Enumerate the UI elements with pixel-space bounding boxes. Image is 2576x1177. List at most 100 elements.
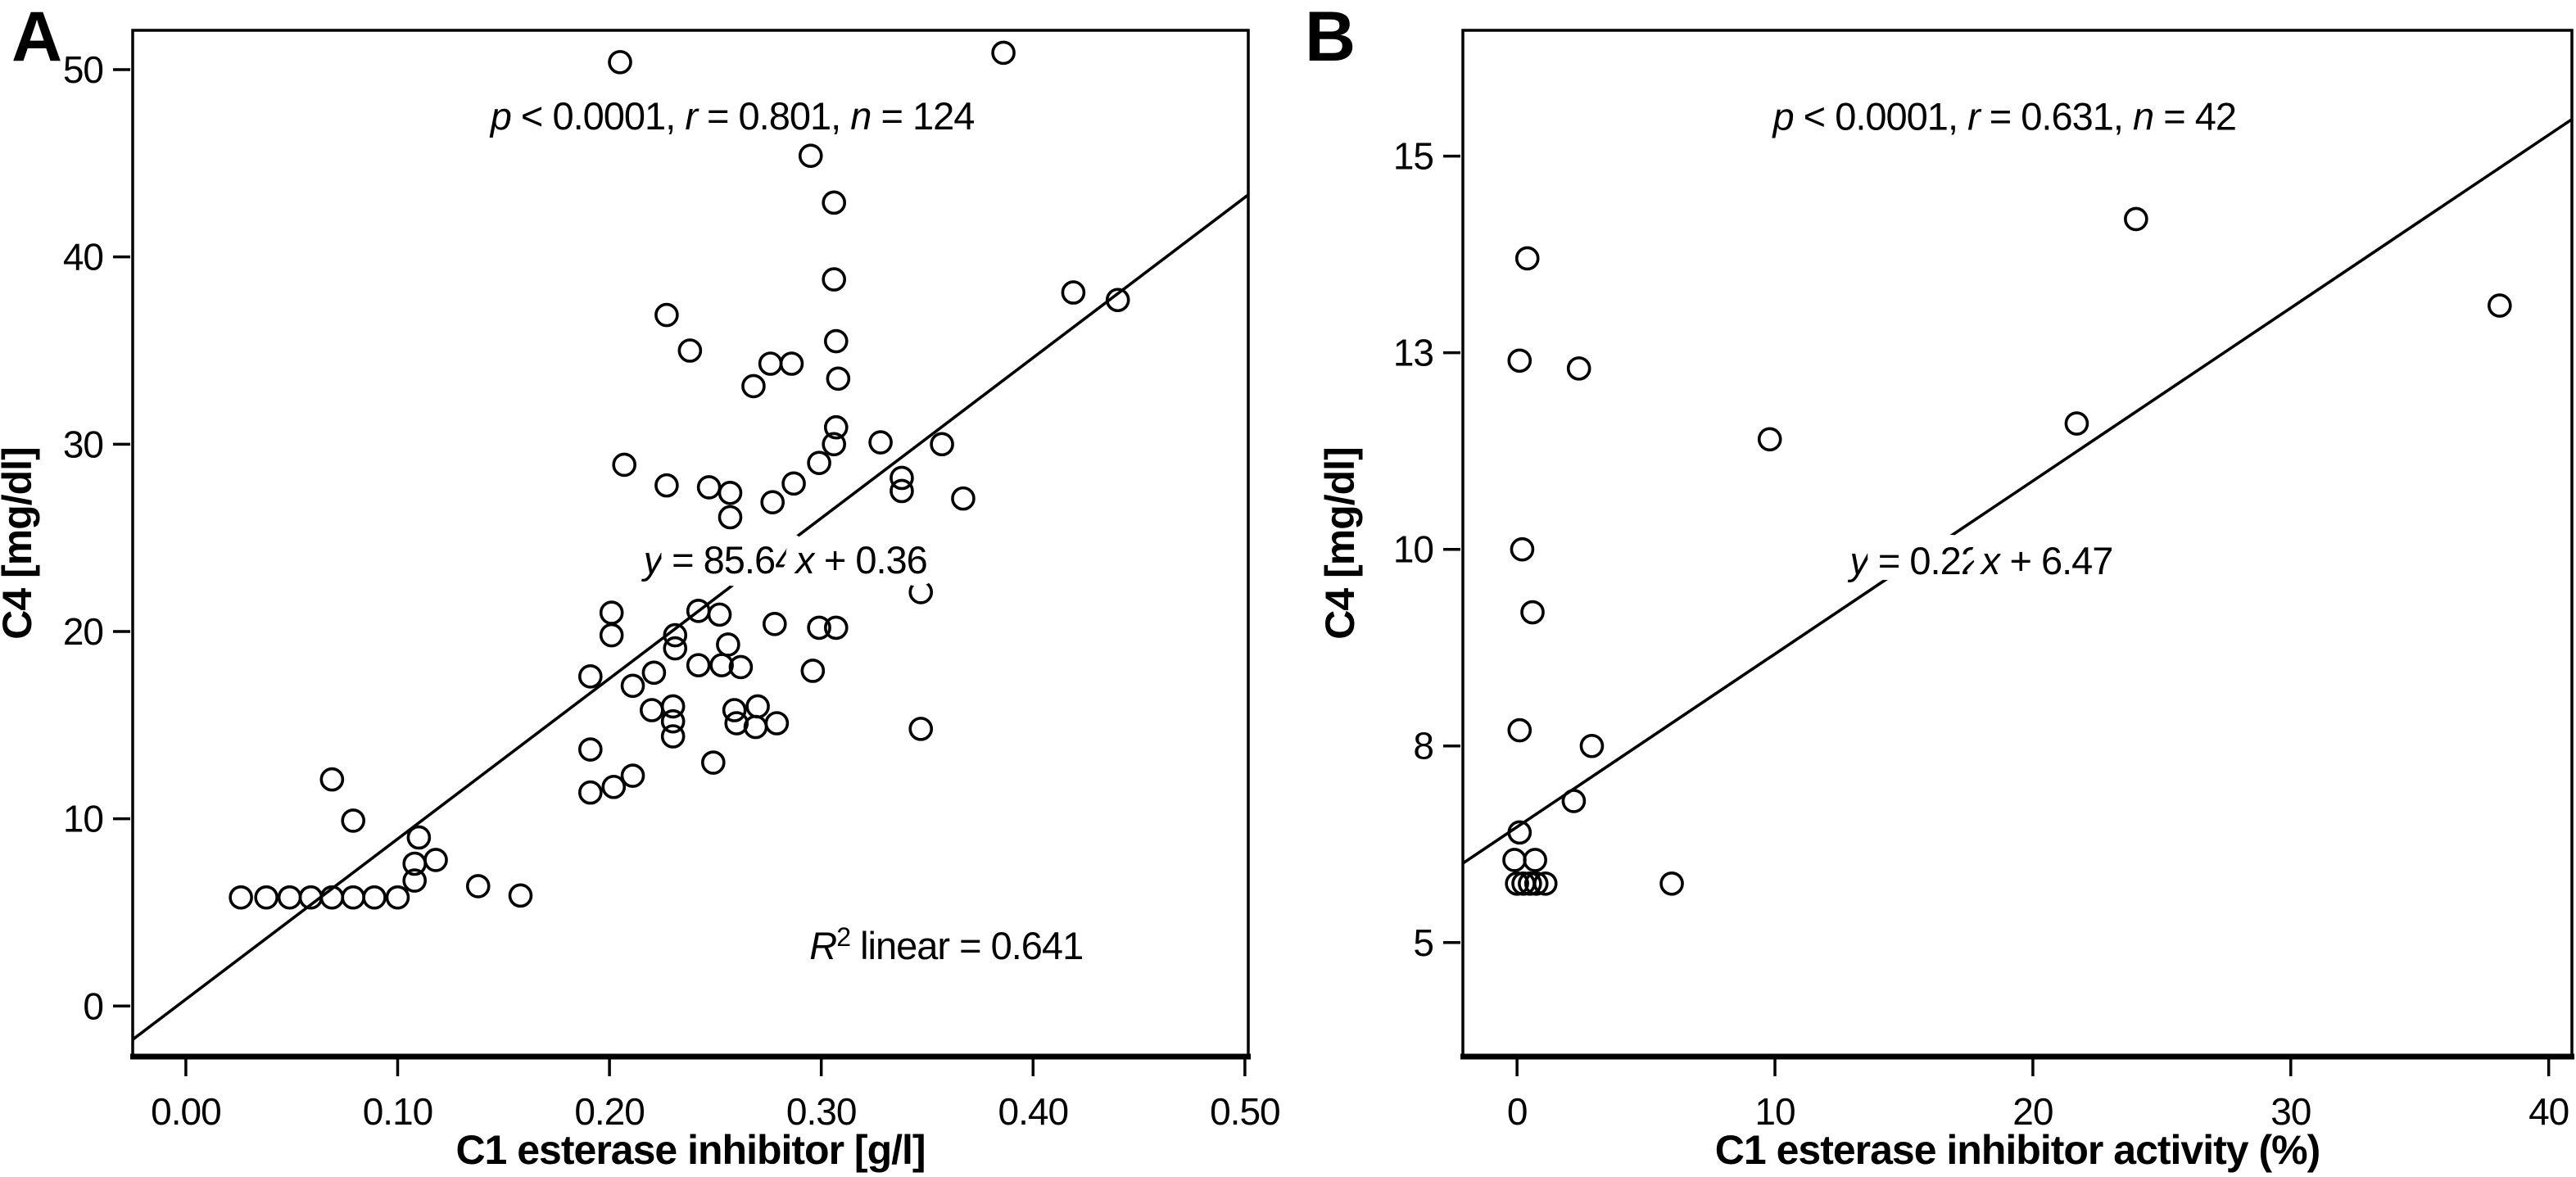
panel-a-stats-annotation: p < 0.0001, r = 0.801, n = 124 bbox=[489, 94, 975, 138]
panel-a-data-point bbox=[654, 302, 679, 328]
panel-b-data-point bbox=[1523, 848, 1547, 872]
panel-b-letter: B bbox=[1305, 0, 1356, 76]
panel-a-data-point bbox=[822, 267, 846, 292]
panel-a-data-point bbox=[760, 490, 785, 514]
panel-a-data-point bbox=[319, 767, 345, 792]
panel-a-data-point bbox=[1061, 280, 1086, 305]
panel-a-letter: A bbox=[11, 0, 62, 76]
panel-a-x-axis-title: C1 esterase inhibitor [g/l] bbox=[455, 1127, 925, 1173]
panel-a-x-tick-label: 0.00 bbox=[151, 1090, 221, 1133]
panel-a-data-point bbox=[620, 673, 645, 699]
panel-a-data-point bbox=[823, 328, 849, 354]
panel-a-y-tick-label: 50 bbox=[63, 48, 103, 91]
panel-a-data-point bbox=[823, 615, 849, 641]
panel-a-data-point bbox=[601, 774, 627, 799]
annotation-segment: = 85.64 bbox=[662, 538, 795, 582]
panel-b-data-point bbox=[1579, 733, 1605, 758]
annotation-segment: = 0.801, bbox=[697, 94, 850, 138]
panel-b-data-point bbox=[1757, 427, 1782, 452]
panel-b-data-point bbox=[2064, 411, 2089, 436]
panel-a-data-point bbox=[722, 698, 747, 722]
panel-b-data-point bbox=[1532, 871, 1558, 896]
panel-b-regression-line bbox=[1461, 118, 2574, 865]
panel-a-data-point bbox=[724, 711, 749, 736]
panel-b-data-point bbox=[1566, 356, 1591, 381]
panel-a-data-point bbox=[677, 338, 703, 363]
panel-a-data-point bbox=[822, 190, 846, 215]
panel-b-y-tick-label: 10 bbox=[1393, 528, 1433, 571]
annotation-segment: < 0.0001, bbox=[1794, 95, 1967, 138]
panel-a-data-point bbox=[612, 452, 636, 478]
panel-a-x-tick-label: 0.50 bbox=[1210, 1090, 1280, 1133]
annotation-segment: = 0.22 bbox=[1868, 539, 1981, 582]
panel-a-data-point bbox=[908, 580, 934, 604]
panel-a-data-point bbox=[641, 660, 667, 686]
annotation-segment: R bbox=[809, 924, 836, 967]
annotation-segment: + 6.47 bbox=[1999, 539, 2112, 582]
panel-a-data-point bbox=[779, 351, 804, 376]
panel-a-data-point bbox=[686, 653, 711, 677]
panel-a-data-point bbox=[758, 351, 783, 376]
annotation-segment: < 0.0001, bbox=[511, 94, 685, 138]
panel-b-x-tick-label: 20 bbox=[2012, 1090, 2053, 1133]
panel-a-r-squared-label: R2 linear = 0.641 bbox=[809, 922, 1083, 967]
panel-b-data-point bbox=[2124, 206, 2148, 232]
panel-a-x-tick-label: 0.40 bbox=[998, 1090, 1069, 1133]
panel-a-data-point bbox=[406, 825, 432, 850]
panel-a-data-point bbox=[826, 366, 851, 392]
panel-a-data-point bbox=[822, 432, 846, 457]
panel-b-data-point bbox=[1507, 820, 1532, 845]
panel-a-data-point bbox=[868, 430, 893, 455]
panel-b-x-tick-label: 40 bbox=[2528, 1090, 2569, 1133]
panel-a-data-point bbox=[890, 465, 914, 491]
panel-b-data-point bbox=[1502, 848, 1527, 872]
panel-a-data-point bbox=[663, 636, 688, 661]
panel-a-y-tick-label: 20 bbox=[63, 610, 103, 653]
panel-a-data-point bbox=[423, 848, 448, 872]
panel-a-plot: 0.00 0.10 0.20 0.30 0.40 0.50 0 10 20 30 40 50 C1 es… bbox=[0, 29, 1281, 1173]
panel-a-data-point bbox=[599, 622, 624, 648]
panel-a-data-point bbox=[700, 750, 726, 775]
panel-b-data-point bbox=[1561, 789, 1587, 813]
panel-b-y-tick-label: 13 bbox=[1393, 332, 1433, 374]
panel-a-data-point bbox=[951, 486, 976, 511]
panel-a-data-point bbox=[362, 885, 387, 910]
panel-a-data-point bbox=[696, 475, 722, 500]
panel-a-data-point bbox=[718, 505, 743, 530]
panel-a-y-tick-label: 0 bbox=[83, 985, 103, 1027]
annotation-segment: r bbox=[685, 94, 699, 138]
panel-a-data-point bbox=[807, 450, 831, 475]
panel-a-data-point bbox=[654, 473, 679, 498]
panel-b-stats-annotation: p < 0.0001, r = 0.631, n = 42 bbox=[1771, 95, 2236, 138]
panel-b-data-point bbox=[1518, 871, 1542, 896]
panel-a-data-point bbox=[908, 717, 934, 741]
panel-a-data-point bbox=[890, 478, 914, 504]
annotation-segment: r bbox=[1967, 95, 1982, 138]
annotation-segment: n bbox=[850, 94, 871, 138]
panel-a-data-point bbox=[660, 694, 686, 719]
panel-b-data-point bbox=[1505, 871, 1529, 896]
panel-a-data-point bbox=[660, 724, 686, 749]
panel-a-data-point bbox=[728, 654, 754, 680]
panel-a-data-point bbox=[716, 632, 740, 657]
panel-a-data-point bbox=[709, 653, 734, 677]
panel-a-data-point bbox=[608, 50, 632, 75]
panel-a-x-tick-label: 0.30 bbox=[786, 1090, 857, 1133]
panel-a-data-point bbox=[229, 885, 253, 910]
panel-a-y-tick-label: 30 bbox=[63, 423, 103, 465]
panel-a-data-point bbox=[578, 780, 603, 805]
panel-a-data-point bbox=[640, 698, 664, 722]
panel-b-data-point bbox=[2488, 293, 2512, 318]
panel-a-data-point bbox=[798, 143, 823, 168]
panel-a-data-point bbox=[1105, 287, 1130, 313]
panel-b-x-tick-label: 10 bbox=[1754, 1090, 1795, 1133]
panel-b-y-tick-label: 15 bbox=[1393, 135, 1433, 178]
panel-a-x-tick-label: 0.10 bbox=[363, 1090, 433, 1133]
panel-b-regression-equation: y = 0.22x + 6.47 bbox=[1847, 539, 2112, 582]
annotation-segment: = 0.631, bbox=[1980, 95, 2133, 138]
panel-b-data-point bbox=[1523, 871, 1549, 896]
panel-b-x-axis-title: C1 esterase inhibitor activity (%) bbox=[1715, 1127, 2320, 1173]
panel-a-data-point bbox=[743, 714, 768, 740]
